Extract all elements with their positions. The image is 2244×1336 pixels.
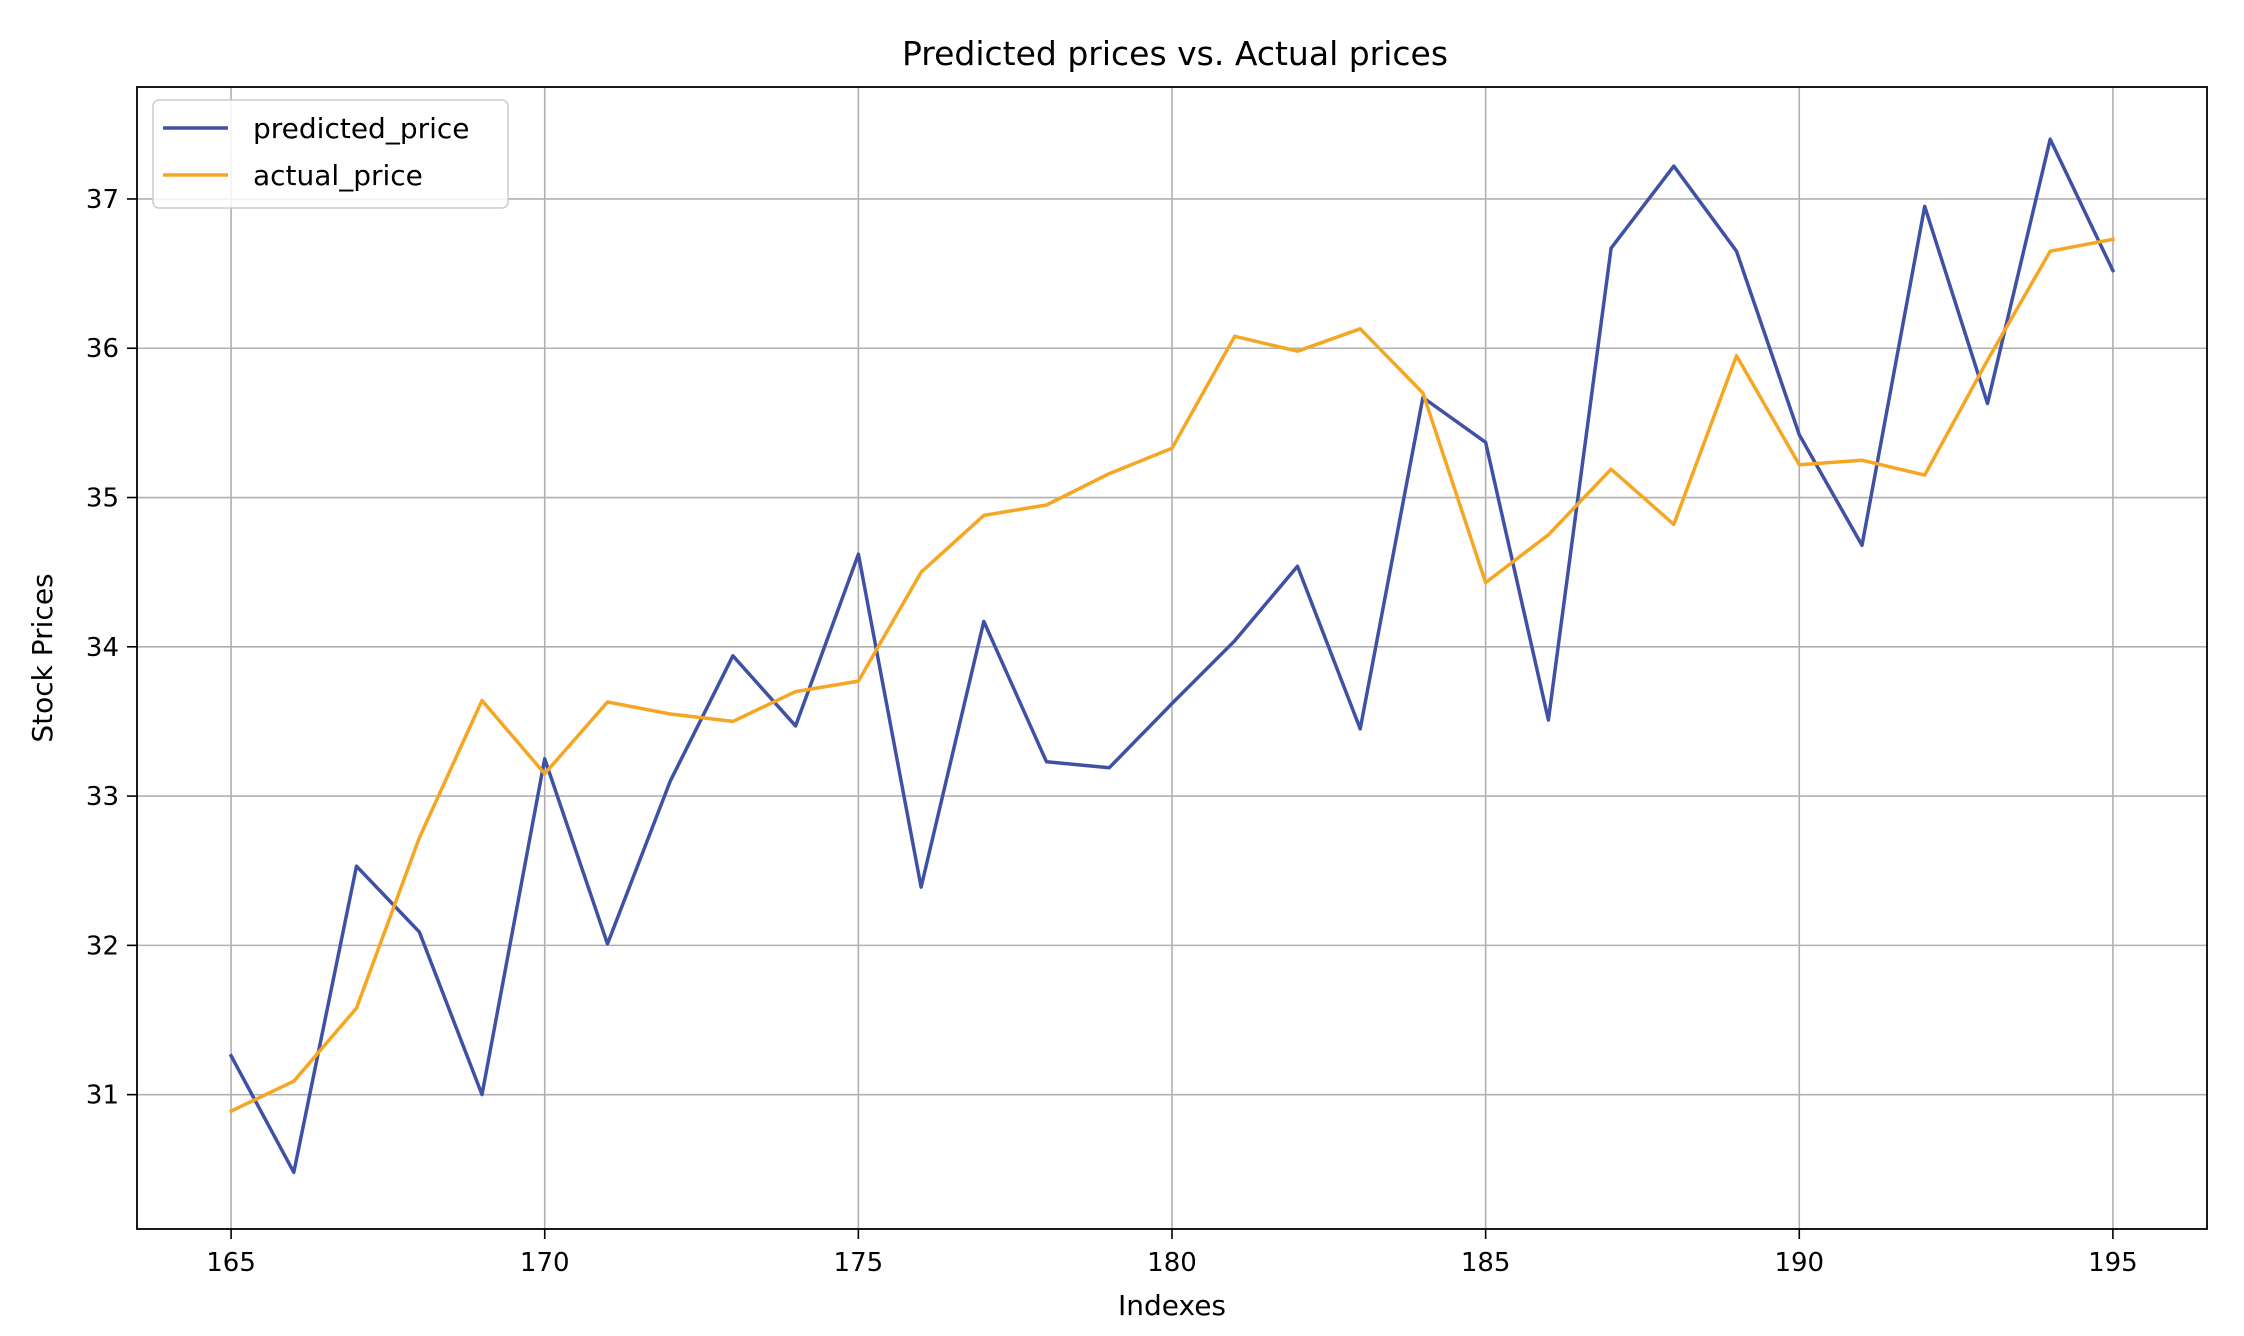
y-tick-label: 35 bbox=[86, 484, 119, 514]
y-tick-label: 34 bbox=[86, 633, 119, 663]
x-axis: 165 170 175 180 185 190 195 bbox=[206, 1229, 2138, 1278]
y-tick-label: 33 bbox=[86, 782, 119, 812]
legend-box bbox=[152, 99, 509, 209]
series-line-predicted-price bbox=[228, 137, 2116, 1175]
legend: predicted_price actual_price bbox=[152, 99, 509, 209]
x-tick-label: 195 bbox=[2088, 1248, 2138, 1278]
legend-label-predicted: predicted_price bbox=[253, 112, 470, 145]
y-axis: 31 32 33 34 35 36 37 bbox=[86, 185, 137, 1111]
x-tick-label: 185 bbox=[1461, 1248, 1511, 1278]
y-tick-label: 32 bbox=[86, 931, 119, 961]
y-tick-label: 36 bbox=[86, 334, 119, 364]
x-tick-label: 180 bbox=[1147, 1248, 1197, 1278]
legend-label-actual: actual_price bbox=[253, 159, 423, 192]
chart-title: Predicted prices vs. Actual prices bbox=[902, 34, 1448, 73]
y-tick-label: 37 bbox=[86, 185, 119, 215]
y-axis-label: Stock Prices bbox=[26, 573, 59, 742]
x-axis-label: Indexes bbox=[1118, 1289, 1226, 1322]
series-layer bbox=[228, 137, 2116, 1175]
y-tick-label: 31 bbox=[86, 1081, 119, 1111]
x-tick-label: 175 bbox=[834, 1248, 884, 1278]
x-tick-label: 190 bbox=[1774, 1248, 1824, 1278]
x-tick-label: 165 bbox=[206, 1248, 256, 1278]
series-line-actual-price bbox=[228, 237, 2115, 1114]
x-tick-label: 170 bbox=[520, 1248, 570, 1278]
